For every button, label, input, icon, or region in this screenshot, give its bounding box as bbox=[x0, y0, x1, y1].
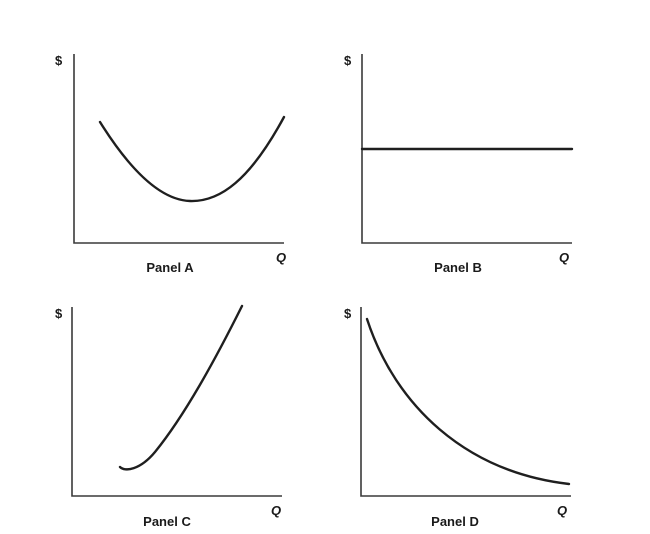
panel-c-y-axis-label: $ bbox=[55, 306, 63, 321]
panel-d-axes bbox=[360, 307, 571, 497]
panel-c-curve bbox=[118, 304, 244, 471]
panel-d: $ Panel D Q bbox=[344, 306, 571, 529]
panel-d-label: Panel D bbox=[431, 514, 479, 529]
panel-b-x-axis-label: Q bbox=[559, 250, 569, 265]
panel-a-x-axis-label: Q bbox=[276, 250, 286, 265]
panel-a-label: Panel A bbox=[146, 260, 194, 275]
panel-b-y-axis-label: $ bbox=[344, 53, 352, 68]
panel-c-axes bbox=[71, 307, 282, 497]
panel-d-x-axis-label: Q bbox=[557, 503, 567, 518]
panel-a-axes bbox=[73, 54, 284, 244]
panel-c: $ Panel C Q bbox=[55, 304, 282, 529]
panel-b-label: Panel B bbox=[434, 260, 482, 275]
panel-a-curve bbox=[98, 115, 286, 203]
panel-a-y-axis-label: $ bbox=[55, 53, 63, 68]
panel-d-y-axis-label: $ bbox=[344, 306, 352, 321]
panel-b: $ Panel B Q bbox=[344, 53, 574, 275]
panel-d-curve bbox=[365, 317, 571, 486]
panel-c-label: Panel C bbox=[143, 514, 191, 529]
panel-a: $ Panel A Q bbox=[55, 53, 286, 275]
panel-c-x-axis-label: Q bbox=[271, 503, 281, 518]
panel-b-axes bbox=[361, 54, 572, 244]
